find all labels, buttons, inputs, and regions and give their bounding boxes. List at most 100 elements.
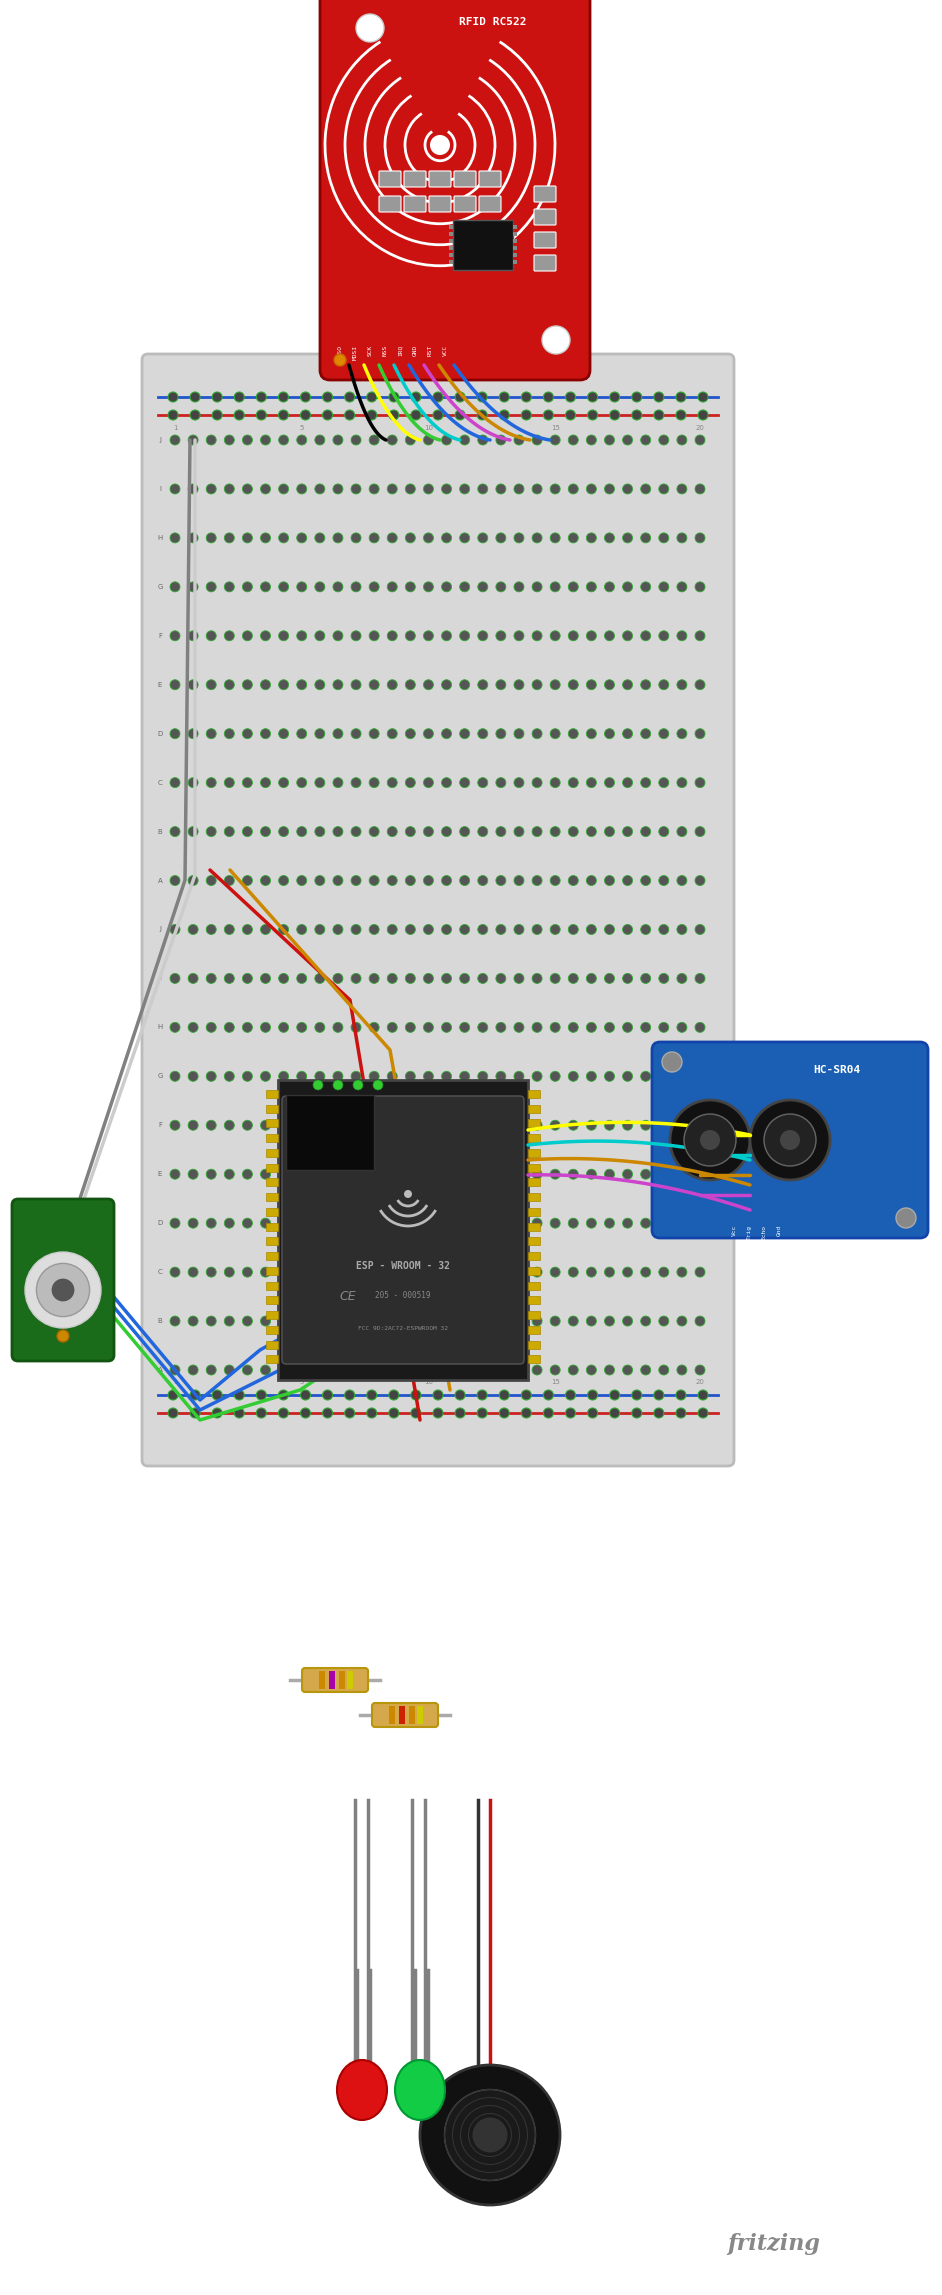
Text: VCC: VCC [443, 344, 447, 356]
Circle shape [279, 826, 288, 838]
Circle shape [565, 1409, 576, 1418]
Circle shape [170, 730, 180, 739]
Circle shape [206, 1072, 217, 1081]
Circle shape [532, 484, 542, 493]
Circle shape [297, 1168, 307, 1180]
Circle shape [369, 778, 379, 787]
FancyBboxPatch shape [652, 1042, 928, 1237]
Circle shape [623, 874, 633, 886]
Circle shape [297, 778, 307, 787]
Circle shape [261, 583, 270, 592]
Circle shape [460, 679, 470, 691]
Circle shape [605, 1120, 614, 1129]
Circle shape [565, 392, 576, 402]
Circle shape [495, 679, 506, 691]
Circle shape [242, 1219, 252, 1228]
Circle shape [351, 484, 361, 493]
Text: B: B [157, 828, 162, 835]
Circle shape [424, 484, 433, 493]
Circle shape [495, 436, 506, 445]
Circle shape [442, 1168, 451, 1180]
Circle shape [297, 583, 307, 592]
Circle shape [695, 583, 705, 592]
Circle shape [568, 1072, 578, 1081]
Circle shape [550, 1267, 560, 1276]
Bar [399, 1705, 405, 1724]
Circle shape [478, 1366, 488, 1375]
Circle shape [641, 1120, 651, 1129]
Circle shape [695, 436, 705, 445]
Circle shape [495, 1072, 506, 1081]
Circle shape [478, 1267, 488, 1276]
Circle shape [279, 1021, 288, 1033]
Text: 10: 10 [424, 425, 433, 431]
Circle shape [698, 392, 708, 402]
Circle shape [242, 925, 252, 934]
Circle shape [224, 484, 235, 493]
Circle shape [279, 1072, 288, 1081]
Circle shape [242, 1021, 252, 1033]
Circle shape [442, 1267, 451, 1276]
Bar [266, 1340, 278, 1349]
Circle shape [279, 436, 288, 445]
Circle shape [623, 925, 633, 934]
Circle shape [170, 484, 180, 493]
Circle shape [641, 436, 651, 445]
Bar [513, 232, 517, 236]
Circle shape [206, 1120, 217, 1129]
Text: H: H [157, 1024, 163, 1030]
Circle shape [206, 631, 217, 640]
FancyBboxPatch shape [479, 195, 501, 211]
Circle shape [478, 1315, 488, 1327]
Circle shape [568, 874, 578, 886]
Circle shape [333, 1315, 343, 1327]
Circle shape [333, 1267, 343, 1276]
Circle shape [550, 1120, 560, 1129]
Circle shape [387, 1021, 398, 1033]
Circle shape [623, 826, 633, 838]
Circle shape [532, 778, 542, 787]
Circle shape [387, 532, 398, 544]
Circle shape [333, 436, 343, 445]
Circle shape [460, 1072, 470, 1081]
Circle shape [345, 1391, 355, 1400]
Circle shape [345, 1409, 355, 1418]
Circle shape [550, 532, 560, 544]
Circle shape [695, 1267, 705, 1276]
Circle shape [351, 1315, 361, 1327]
Bar [528, 1297, 540, 1304]
Circle shape [333, 1168, 343, 1180]
Bar [528, 1164, 540, 1173]
Text: 1: 1 [172, 425, 177, 431]
Circle shape [433, 1391, 443, 1400]
Bar [528, 1134, 540, 1143]
Circle shape [478, 826, 488, 838]
Circle shape [677, 1168, 687, 1180]
Circle shape [641, 1315, 651, 1327]
Circle shape [641, 1072, 651, 1081]
Circle shape [460, 925, 470, 934]
Circle shape [623, 1219, 633, 1228]
Text: MISO: MISO [337, 344, 343, 360]
Circle shape [369, 1021, 379, 1033]
Circle shape [442, 436, 451, 445]
Text: B: B [157, 1317, 162, 1324]
Circle shape [658, 484, 669, 493]
FancyBboxPatch shape [372, 1703, 438, 1728]
Circle shape [351, 778, 361, 787]
Circle shape [605, 583, 614, 592]
Circle shape [641, 679, 651, 691]
Circle shape [460, 484, 470, 493]
Circle shape [658, 1267, 669, 1276]
Circle shape [605, 973, 614, 985]
Text: 20: 20 [695, 1379, 705, 1384]
Text: I: I [159, 487, 161, 491]
Circle shape [478, 392, 487, 402]
Circle shape [623, 1315, 633, 1327]
FancyBboxPatch shape [429, 172, 451, 186]
Circle shape [442, 532, 451, 544]
Circle shape [369, 436, 379, 445]
Circle shape [190, 1409, 200, 1418]
Circle shape [514, 532, 524, 544]
Circle shape [315, 583, 325, 592]
